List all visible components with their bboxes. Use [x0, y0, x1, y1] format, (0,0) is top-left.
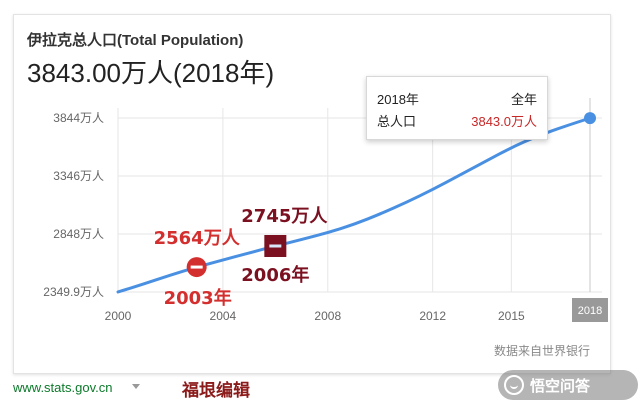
- x-tick-label: 2008: [314, 309, 341, 323]
- annotation-year-label: 2006年: [241, 264, 309, 286]
- annotation-year-label: 2003年: [164, 287, 232, 309]
- wukong-logo-icon: [504, 375, 524, 395]
- tooltip-value: 3843.0万人: [471, 114, 537, 129]
- watermark: 悟空问答: [498, 370, 638, 400]
- editor-credit: 福垠编辑: [182, 381, 250, 400]
- annotation-value-label: 2745万人: [241, 206, 328, 227]
- x-tick-label: 2015: [498, 309, 525, 323]
- y-tick-label: 2848万人: [53, 227, 104, 241]
- x-end-badge: [572, 298, 608, 322]
- watermark-text: 悟空问答: [530, 378, 591, 395]
- chevron-down-icon[interactable]: [132, 384, 140, 389]
- headline-value: 3843.00万人(2018年): [27, 58, 275, 88]
- x-tick-label: 2000: [105, 309, 132, 323]
- data-source: 数据来自世界银行: [494, 344, 591, 358]
- x-end-label: 2018: [578, 305, 602, 317]
- y-tick-label: 2349.9万人: [43, 285, 104, 299]
- end-point-marker: [584, 112, 596, 125]
- tooltip-metric: 总人口: [377, 114, 417, 129]
- x-tick-label: 2004: [210, 309, 237, 323]
- source-url-link[interactable]: www.stats.gov.cn: [13, 380, 113, 395]
- y-tick-label: 3346万人: [53, 169, 104, 183]
- y-tick-label: 3844万人: [53, 111, 104, 125]
- data-tooltip: 2018年 全年 总人口 3843.0万人: [366, 76, 548, 140]
- tooltip-year: 2018年: [377, 92, 419, 107]
- annotation-value-label: 2564万人: [154, 228, 241, 249]
- chart-title: 伊拉克总人口(Total Population): [27, 32, 244, 49]
- x-tick-label: 2012: [419, 309, 446, 323]
- tooltip-scope: 全年: [510, 92, 537, 107]
- series-line: [116, 116, 592, 294]
